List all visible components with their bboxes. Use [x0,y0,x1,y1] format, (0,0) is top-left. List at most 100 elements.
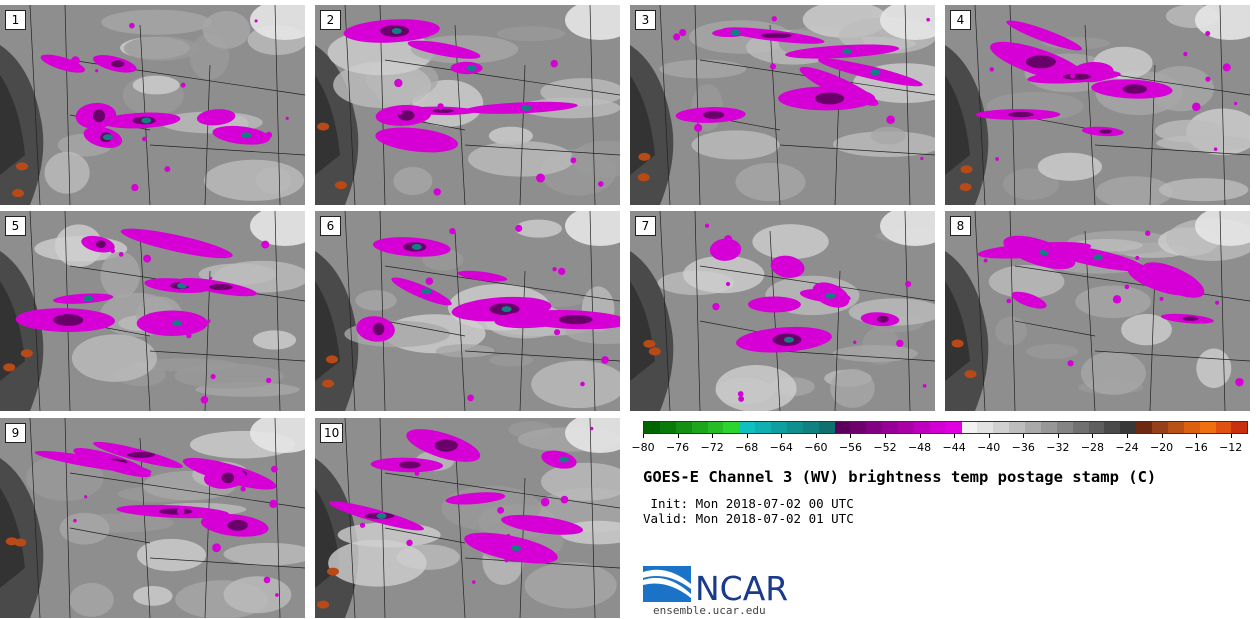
cold-cloud [747,296,801,313]
colorbar-tick-label: −16 [1184,441,1208,454]
boundary-line [769,24,781,205]
colorbar-swatch [802,422,819,433]
warm-spot [951,339,964,348]
colorbar-swatch [850,422,867,433]
colorbar-swatch [818,422,835,433]
colorbar-swatch [945,422,962,433]
logo-url: ensemble.ucar.edu [653,604,766,617]
colorbar-swatch [1104,422,1121,433]
colorbar-swatch [723,422,740,433]
boundary-line [464,350,620,362]
colorbar-swatch [866,422,883,433]
colorbar-swatch [1215,422,1232,433]
cold-cloud [785,44,900,59]
boundary-line [589,5,596,205]
warm-spot [14,538,27,547]
boundary-line [204,64,211,205]
colorbar-swatch [1072,422,1089,433]
colorbar-tick [781,434,783,438]
colorbar-swatch [739,422,756,433]
colorbar-tick [643,434,644,438]
stamp-panel-3: 3 [630,5,935,205]
cold-cloud [1006,20,1083,51]
warm-spot [15,162,28,171]
boundary-line [904,211,911,411]
cold-cloud [541,450,577,469]
panel-label: 8 [950,216,971,236]
colorbar-tick [885,434,886,438]
colorbar-swatch [771,422,787,433]
boundary-line [344,418,356,618]
panel-label: 9 [5,423,26,443]
cold-cloud [501,514,584,535]
boundary-line [519,270,526,411]
colorbar-swatch [993,422,1010,433]
boundary-line [1084,24,1096,205]
colorbar-swatch [834,422,851,433]
colorbar-swatch [1040,422,1057,433]
boundary-line [274,211,281,411]
valid-time: Valid: Mon 2018-07-02 01 UTC [643,511,854,526]
panel-label: 1 [5,10,26,30]
colorbar-swatch [961,422,978,433]
boundary-line [384,59,620,96]
boundary-line [974,211,986,411]
warm-spot [964,370,977,379]
colorbar-tick-label: −44 [942,441,966,454]
colorbar-tick [988,434,990,438]
boundary-line [274,418,281,618]
boundary-line [344,211,356,411]
boundary-line [384,320,466,337]
panel-label: 5 [5,216,26,236]
warm-spot [637,173,650,182]
boundary-line [384,527,466,544]
colorbar-tick-label: −12 [1219,441,1243,454]
colorbar-tick-label: −52 [873,441,897,454]
boundary-line [69,527,151,544]
warm-spot [3,363,16,372]
logo-text: NCAR [695,569,788,606]
warm-spot [334,181,347,190]
colorbar-swatch [1231,422,1248,433]
colorbar-swatch [1183,422,1200,433]
colorbar-tick [1161,434,1163,438]
boundary-line [1219,5,1226,205]
colorbar-tick [1057,434,1059,438]
warm-spot [327,567,340,576]
boundary-line [29,5,41,205]
cold-cloud [1039,243,1146,272]
warm-spot [648,347,661,356]
ncar-logo: NCAR [643,566,788,606]
stamp-panel-6: 6 [315,211,620,411]
colorbar [643,421,1248,434]
stamp-panel-10: 10 [315,418,620,618]
warm-spot [643,339,656,348]
colorbar-ticks: −80 −76 −72 −68 −64 −60 −56 −52 −48 −44 −40 −36 −32−… [631,434,1248,458]
map-image [0,5,305,205]
boundary-line [1094,350,1250,362]
colorbar-tick [954,434,956,438]
boundary-line [454,230,466,411]
colorbar-swatch [1056,422,1073,433]
colorbar-tick-label: −68 [735,441,759,454]
colorbar-swatch [644,422,660,433]
stamp-panel-1: 1 [0,5,305,205]
panel-label: 10 [320,423,344,443]
colorbar-swatch [1136,422,1152,433]
warm-spot [959,183,972,192]
cold-cloud [465,101,578,114]
colorbar-tick [1230,434,1232,438]
boundary-line [1014,265,1250,302]
cold-cloud [445,492,506,505]
boundary-line [519,64,526,205]
boundary-line [69,472,305,509]
boundary-line [64,418,71,618]
boundary-line [694,211,701,411]
colorbar-tick-label: −20 [1149,441,1174,454]
warm-spot [12,189,25,198]
figure-title: GOES-E Channel 3 (WV) brightness temp po… [643,468,1157,486]
colorbar-tick [677,434,679,438]
boundary-line [974,5,986,205]
cold-cloud [799,289,851,303]
map-image [315,211,620,411]
